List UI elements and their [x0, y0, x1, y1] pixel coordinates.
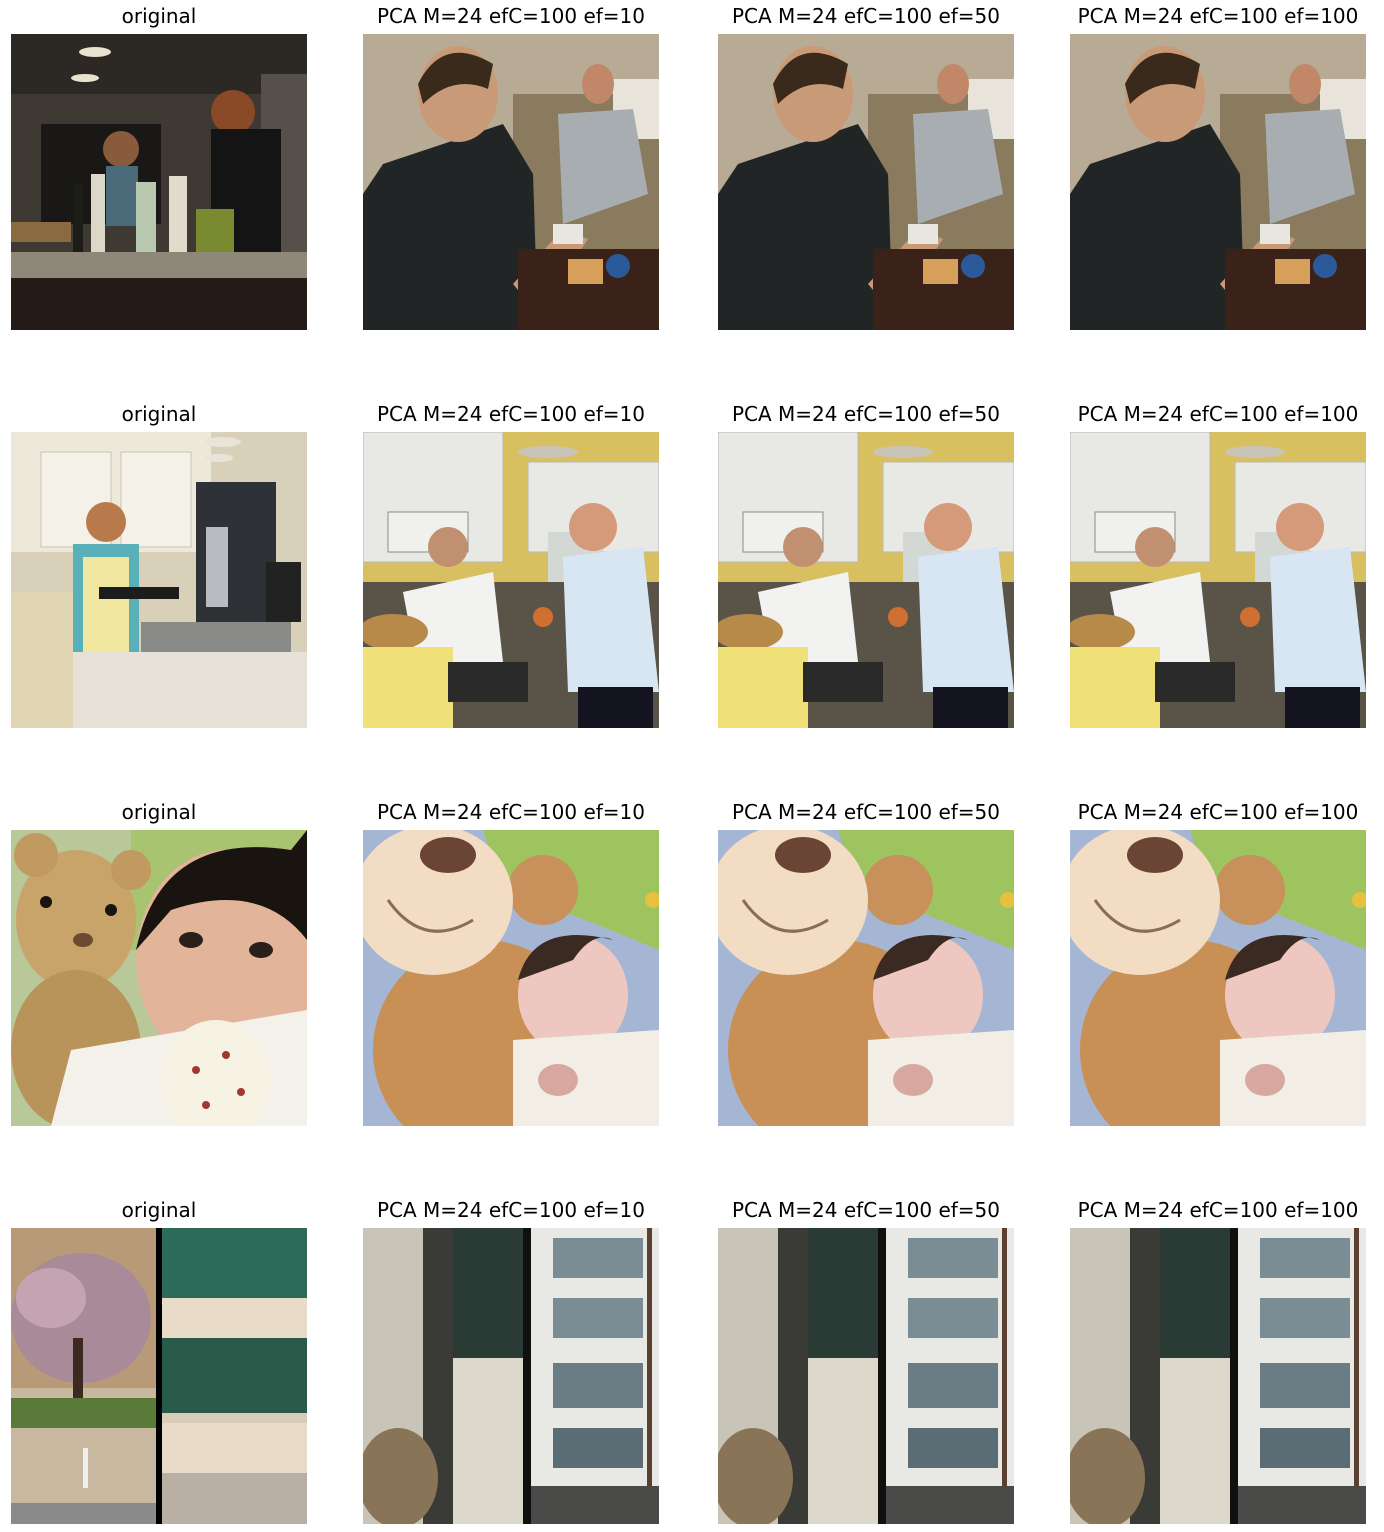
- panel-title: PCA M=24 efC=100 ef=10: [376, 402, 646, 426]
- panel-title: PCA M=24 efC=100 ef=100: [1077, 4, 1359, 28]
- image-wall-building: [1070, 1228, 1366, 1524]
- panel-title: PCA M=24 efC=100 ef=100: [1077, 402, 1359, 426]
- panel-title: original: [121, 402, 197, 426]
- image-kitchen-couple: [363, 432, 659, 728]
- image-office-men: [1070, 34, 1366, 330]
- panel-title: original: [121, 800, 197, 824]
- image-office-men: [363, 34, 659, 330]
- image-bear-newborn: [363, 830, 659, 1126]
- image-tree-building: [11, 1228, 307, 1524]
- image-baby-bear: [11, 830, 307, 1126]
- panel-title: PCA M=24 efC=100 ef=50: [731, 1198, 1001, 1222]
- panel-title: PCA M=24 efC=100 ef=100: [1077, 1198, 1359, 1222]
- panel-title: PCA M=24 efC=100 ef=10: [376, 1198, 646, 1222]
- panel-title: PCA M=24 efC=100 ef=50: [731, 402, 1001, 426]
- panel-title: PCA M=24 efC=100 ef=10: [376, 4, 646, 28]
- panel-title: PCA M=24 efC=100 ef=10: [376, 800, 646, 824]
- image-bear-newborn: [718, 830, 1014, 1126]
- image-wall-building: [718, 1228, 1014, 1524]
- image-bear-newborn: [1070, 830, 1366, 1126]
- panel-title: original: [121, 1198, 197, 1222]
- image-kitchen-couple: [1070, 432, 1366, 728]
- panel-title: PCA M=24 efC=100 ef=100: [1077, 800, 1359, 824]
- image-office-men: [718, 34, 1014, 330]
- panel-title: original: [121, 4, 197, 28]
- panel-title: PCA M=24 efC=100 ef=50: [731, 800, 1001, 824]
- image-kitchen-couple: [718, 432, 1014, 728]
- image-kitchen-counter: [11, 34, 307, 330]
- image-wall-building: [363, 1228, 659, 1524]
- image-kitchen-woman: [11, 432, 307, 728]
- panel-title: PCA M=24 efC=100 ef=50: [731, 4, 1001, 28]
